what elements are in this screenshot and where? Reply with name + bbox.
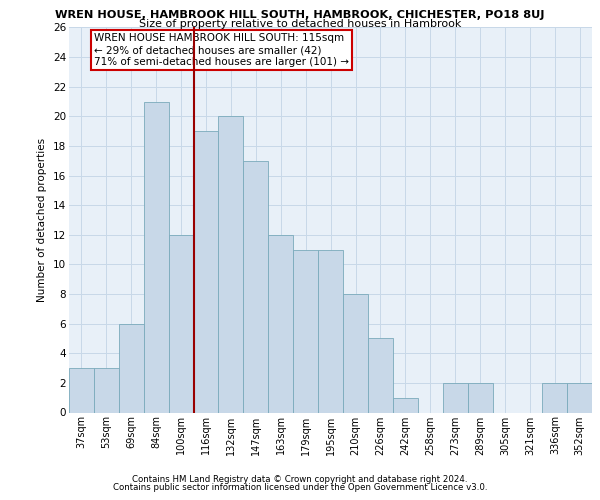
Text: WREN HOUSE, HAMBROOK HILL SOUTH, HAMBROOK, CHICHESTER, PO18 8UJ: WREN HOUSE, HAMBROOK HILL SOUTH, HAMBROO…	[55, 10, 545, 20]
Bar	[567, 383, 592, 412]
Bar	[169, 235, 194, 412]
Bar	[343, 294, 368, 412]
Text: Contains public sector information licensed under the Open Government Licence v3: Contains public sector information licen…	[113, 483, 487, 492]
Text: Size of property relative to detached houses in Hambrook: Size of property relative to detached ho…	[139, 19, 461, 29]
Bar	[144, 102, 169, 412]
Bar	[467, 383, 493, 412]
Bar	[268, 235, 293, 412]
Bar	[542, 383, 567, 412]
Text: WREN HOUSE HAMBROOK HILL SOUTH: 115sqm
← 29% of detached houses are smaller (42): WREN HOUSE HAMBROOK HILL SOUTH: 115sqm ←…	[94, 34, 349, 66]
Bar	[94, 368, 119, 412]
Bar	[194, 131, 218, 412]
Bar	[368, 338, 393, 412]
Bar	[244, 161, 268, 412]
Bar	[293, 250, 318, 412]
Bar	[318, 250, 343, 412]
Y-axis label: Number of detached properties: Number of detached properties	[37, 138, 47, 302]
Text: Contains HM Land Registry data © Crown copyright and database right 2024.: Contains HM Land Registry data © Crown c…	[132, 475, 468, 484]
Bar	[218, 116, 244, 412]
Bar	[393, 398, 418, 412]
Bar	[69, 368, 94, 412]
Bar	[119, 324, 144, 412]
Bar	[443, 383, 467, 412]
